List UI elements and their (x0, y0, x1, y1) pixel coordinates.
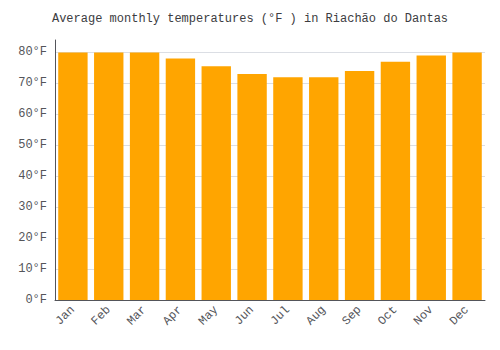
svg-text:Dec: Dec (447, 303, 472, 328)
svg-text:Average monthly temperatures (: Average monthly temperatures (°F ) in Ri… (52, 12, 448, 26)
svg-text:70°F: 70°F (18, 76, 47, 90)
svg-text:40°F: 40°F (18, 169, 47, 183)
svg-text:0°F: 0°F (25, 293, 47, 307)
svg-text:Jun: Jun (232, 303, 257, 328)
svg-text:60°F: 60°F (18, 107, 47, 121)
svg-text:10°F: 10°F (18, 262, 47, 276)
svg-text:Jul: Jul (268, 303, 293, 328)
svg-text:May: May (196, 303, 221, 328)
svg-text:Mar: Mar (124, 303, 149, 328)
svg-text:Feb: Feb (89, 303, 114, 328)
svg-text:Apr: Apr (160, 303, 185, 328)
svg-text:20°F: 20°F (18, 231, 47, 245)
svg-text:30°F: 30°F (18, 200, 47, 214)
svg-text:Aug: Aug (304, 303, 329, 328)
svg-text:80°F: 80°F (18, 45, 47, 59)
svg-text:Jan: Jan (53, 303, 78, 328)
svg-text:Nov: Nov (411, 303, 436, 328)
svg-text:50°F: 50°F (18, 138, 47, 152)
svg-text:Oct: Oct (375, 303, 400, 328)
svg-text:Sep: Sep (339, 303, 364, 328)
